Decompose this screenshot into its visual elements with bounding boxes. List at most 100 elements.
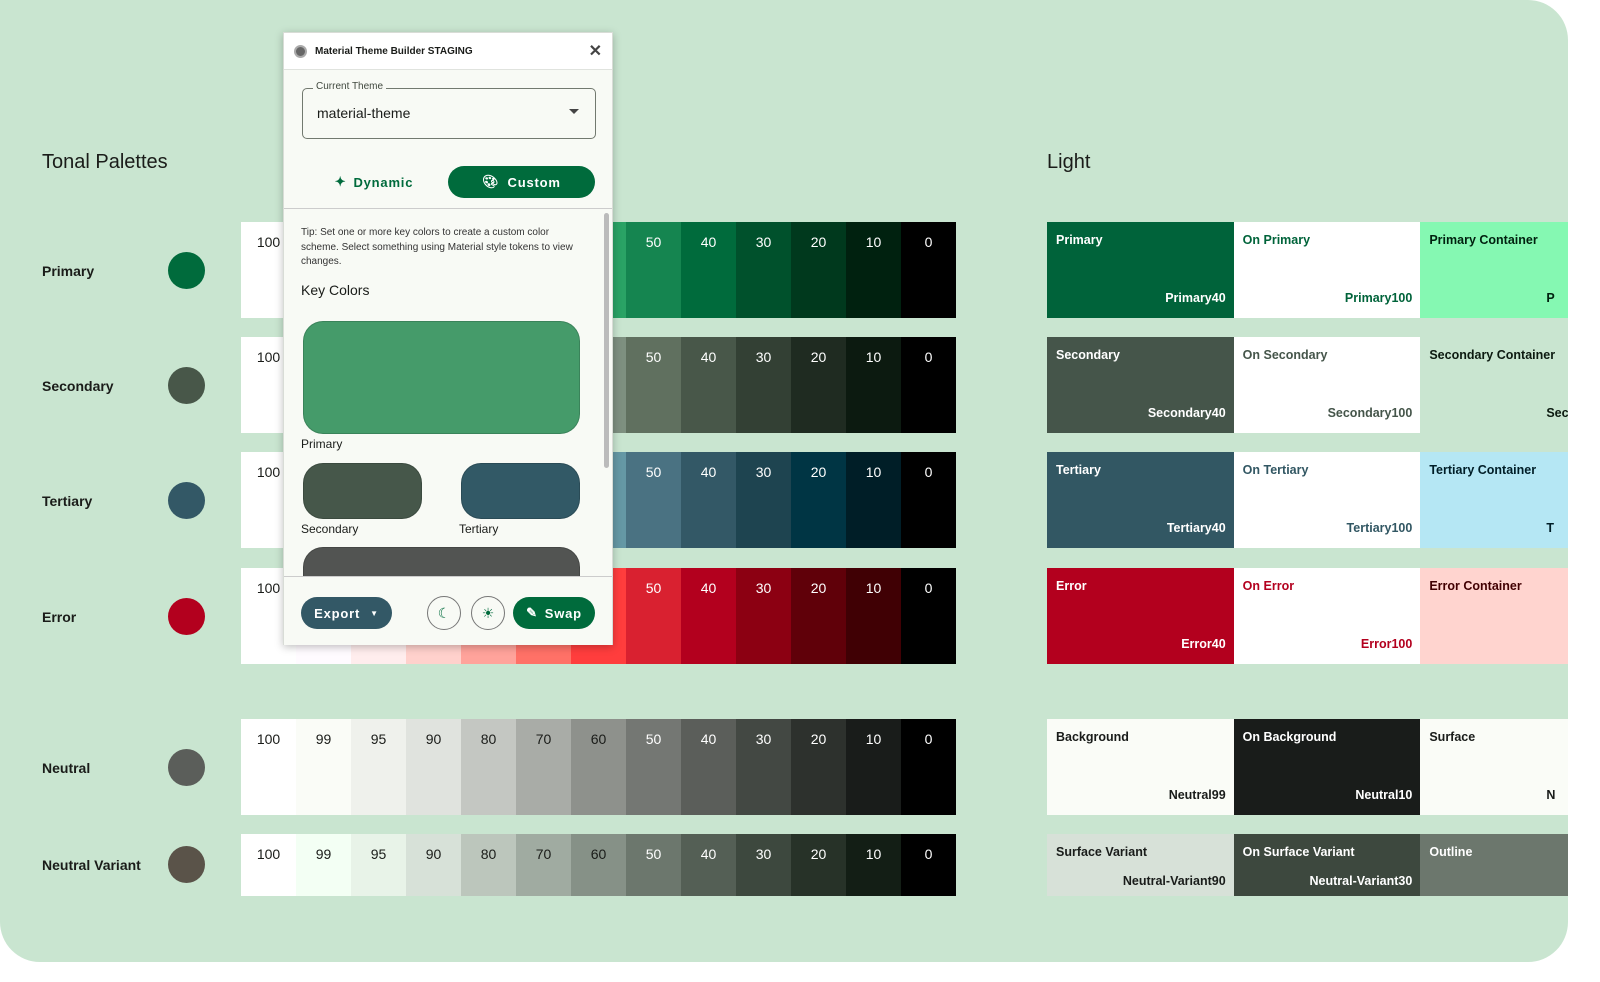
scheme-card[interactable]: Surface Variant Neutral-Variant90	[1047, 834, 1234, 896]
tone-cell[interactable]: 20	[791, 568, 846, 664]
tone-cell[interactable]: 70	[516, 834, 571, 896]
palette-icon: 🎨︎	[482, 174, 500, 189]
key-color-dot[interactable]	[168, 846, 205, 883]
tone-cell[interactable]: 0	[901, 568, 956, 664]
current-theme-value: material-theme	[317, 105, 411, 121]
scheme-card[interactable]: Error Container	[1420, 568, 1568, 664]
tonal-strip: 100 99 95 90 80 70 60 50 40 30 20 10 0	[241, 834, 956, 896]
tone-cell[interactable]: 30	[736, 222, 791, 318]
tone-cell[interactable]: 30	[736, 719, 791, 815]
tone-cell[interactable]: 100	[241, 719, 296, 815]
tone-cell[interactable]: 40	[681, 568, 736, 664]
tone-cell[interactable]: 100	[241, 834, 296, 896]
tone-cell[interactable]: 0	[901, 719, 956, 815]
tone-cell[interactable]: 40	[681, 719, 736, 815]
tone-cell[interactable]: 70	[516, 719, 571, 815]
tone-cell[interactable]: 99	[296, 719, 351, 815]
tone-cell[interactable]: 10	[846, 337, 901, 433]
tone-cell[interactable]: 40	[681, 834, 736, 896]
scheme-card[interactable]: On Primary Primary100	[1233, 222, 1421, 318]
scheme-card[interactable]: On Error Error100	[1233, 568, 1421, 664]
tone-cell[interactable]: 90	[406, 719, 461, 815]
scheme-tone-name: Tertiary100	[1346, 521, 1413, 535]
tone-cell[interactable]: 50	[626, 834, 681, 896]
tertiary-key-color-swatch[interactable]	[461, 463, 580, 519]
tone-cell[interactable]: 80	[461, 834, 516, 896]
key-color-dot[interactable]	[168, 367, 205, 404]
tone-cell[interactable]: 0	[901, 337, 956, 433]
tone-cell[interactable]: 95	[351, 719, 406, 815]
tone-cell[interactable]: 90	[406, 834, 461, 896]
current-theme-select[interactable]: Current Theme material-theme	[302, 81, 596, 139]
scrollbar[interactable]	[604, 213, 609, 468]
scheme-card[interactable]: Background Neutral99	[1047, 719, 1234, 815]
tone-cell[interactable]: 50	[626, 568, 681, 664]
tone-cell[interactable]: 0	[901, 834, 956, 896]
scheme-card[interactable]: Tertiary Container T	[1420, 452, 1568, 548]
tone-cell[interactable]: 10	[846, 719, 901, 815]
scheme-card[interactable]: On Secondary Secondary100	[1233, 337, 1421, 433]
tip-text: Tip: Set one or more key colors to creat…	[301, 227, 573, 267]
key-color-dot[interactable]	[168, 749, 205, 786]
tone-cell[interactable]: 95	[351, 834, 406, 896]
caret-down-icon: ▼	[370, 608, 379, 618]
tone-cell[interactable]: 50	[626, 337, 681, 433]
tone-cell[interactable]: 0	[901, 452, 956, 548]
tone-cell[interactable]: 20	[791, 337, 846, 433]
tone-cell[interactable]: 30	[736, 568, 791, 664]
scheme-tone-name: Primary40	[1165, 291, 1226, 305]
tone-cell[interactable]: 50	[626, 719, 681, 815]
key-color-dot[interactable]	[168, 482, 205, 519]
scheme-card[interactable]: Primary Primary40	[1047, 222, 1234, 318]
tone-cell[interactable]: 10	[846, 222, 901, 318]
scheme-card[interactable]: Error Error40	[1047, 568, 1234, 664]
scheme-card[interactable]: On Surface Variant Neutral-Variant30	[1233, 834, 1421, 896]
tone-cell[interactable]: 40	[681, 452, 736, 548]
scheme-card[interactable]: Secondary Secondary40	[1047, 337, 1234, 433]
tone-cell[interactable]: 80	[461, 719, 516, 815]
tone-cell[interactable]: 50	[626, 222, 681, 318]
tone-cell[interactable]: 20	[791, 222, 846, 318]
key-color-dot[interactable]	[168, 598, 205, 635]
scheme-card[interactable]: Outline	[1420, 834, 1568, 896]
scheme-card[interactable]: Primary Container P	[1420, 222, 1568, 318]
tone-cell[interactable]: 40	[681, 222, 736, 318]
tone-cell[interactable]: 20	[791, 452, 846, 548]
primary-key-color-swatch[interactable]	[303, 321, 580, 434]
tone-cell[interactable]: 50	[626, 452, 681, 548]
tone-cell[interactable]: 40	[681, 337, 736, 433]
tone-cell[interactable]: 60	[571, 834, 626, 896]
scheme-card[interactable]: On Tertiary Tertiary100	[1233, 452, 1421, 548]
close-icon[interactable]: ✕	[588, 43, 602, 60]
scheme-tone-name: T	[1546, 521, 1554, 535]
dark-mode-button[interactable]: ☾	[427, 596, 461, 630]
scheme-row: Error Error40 On Error Error100 Error Contai…	[1047, 568, 1568, 664]
tone-cell[interactable]: 60	[571, 719, 626, 815]
swap-button[interactable]: ✎ Swap	[513, 597, 595, 629]
tone-cell[interactable]: 20	[791, 719, 846, 815]
tone-cell[interactable]: 10	[846, 452, 901, 548]
tone-cell[interactable]: 10	[846, 568, 901, 664]
export-button[interactable]: Export ▼	[301, 597, 392, 629]
scheme-card[interactable]: On Background Neutral10	[1233, 719, 1421, 815]
tone-cell[interactable]: 30	[736, 337, 791, 433]
tone-cell[interactable]: 0	[901, 222, 956, 318]
tone-cell[interactable]: 30	[736, 834, 791, 896]
tone-cell[interactable]: 99	[296, 834, 351, 896]
custom-tab[interactable]: 🎨︎ Custom	[448, 166, 595, 198]
tone-cell[interactable]: 30	[736, 452, 791, 548]
scheme-row: Tertiary Tertiary40 On Tertiary Tertiary100…	[1047, 452, 1568, 548]
scheme-card[interactable]: Tertiary Tertiary40	[1047, 452, 1234, 548]
key-color-dot[interactable]	[168, 252, 205, 289]
scheme-role-name: Primary Container	[1429, 233, 1538, 247]
scheme-card[interactable]: Surface N	[1420, 719, 1568, 815]
secondary-key-color-swatch[interactable]	[303, 463, 422, 519]
neutral-key-color-swatch[interactable]	[303, 547, 580, 576]
primary-swatch-label: Primary	[301, 437, 343, 451]
scheme-row: Surface Variant Neutral-Variant90 On Surfa…	[1047, 834, 1568, 896]
dynamic-tab[interactable]: ✦ Dynamic	[304, 166, 444, 198]
light-mode-button[interactable]: ☀	[471, 596, 505, 630]
scheme-card[interactable]: Secondary Container Sec	[1420, 337, 1568, 433]
tone-cell[interactable]: 20	[791, 834, 846, 896]
tone-cell[interactable]: 10	[846, 834, 901, 896]
